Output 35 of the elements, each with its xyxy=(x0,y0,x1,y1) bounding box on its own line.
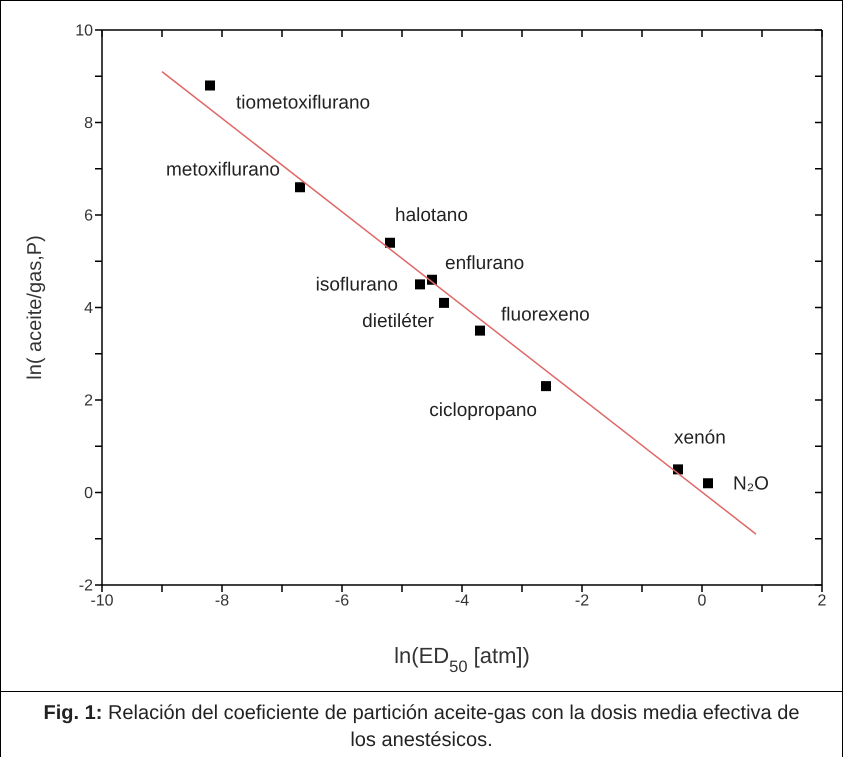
annotation: halotano xyxy=(395,204,468,226)
y-tick-label: 8 xyxy=(84,115,94,132)
x-tick-label: -4 xyxy=(454,592,470,610)
x-axis-title: ln(ED$_{50}$ [atm]) xyxy=(394,643,530,676)
annotation: metoxiflurano xyxy=(166,159,280,180)
annotation: xenón xyxy=(674,427,726,448)
point xyxy=(205,80,215,90)
x-tick-label: -2 xyxy=(574,592,590,610)
y-tick-label: 4 xyxy=(84,300,94,318)
y-tick-label: 10 xyxy=(75,22,94,40)
y-tick-label: 6 xyxy=(84,208,94,225)
point xyxy=(439,298,449,308)
point xyxy=(385,238,395,248)
point xyxy=(541,381,551,392)
x-tick-label: -10 xyxy=(90,592,114,610)
y-tick-label: -2 xyxy=(78,578,94,595)
y-tick-label: 2 xyxy=(84,392,94,410)
annotation: isoflurano xyxy=(316,274,398,296)
annotation: fluorexeno xyxy=(501,304,590,326)
y-tick-label: 0 xyxy=(84,485,94,502)
point xyxy=(475,326,485,336)
annotation: enflurano xyxy=(445,252,524,274)
annotation: dietiléter xyxy=(362,310,435,332)
annotation: ciclopropano xyxy=(429,400,537,422)
point xyxy=(703,478,713,488)
x-tick-label: -6 xyxy=(334,592,350,610)
x-tick-label: -8 xyxy=(214,592,230,610)
point xyxy=(415,279,425,290)
y-axis-title: ln( aceite/gas,P) xyxy=(24,235,46,380)
annotation: tiometoxiflurano xyxy=(236,92,370,114)
point xyxy=(295,182,305,192)
annotation: N₂O xyxy=(733,473,769,494)
caption: Fig. 1: Relación del coeficiente de partición aceite-gas con la dosis media efectiva de los anestésicos. xyxy=(44,702,800,751)
x-tick-label: 2 xyxy=(818,592,827,610)
x-tick-label: 0 xyxy=(698,592,707,610)
